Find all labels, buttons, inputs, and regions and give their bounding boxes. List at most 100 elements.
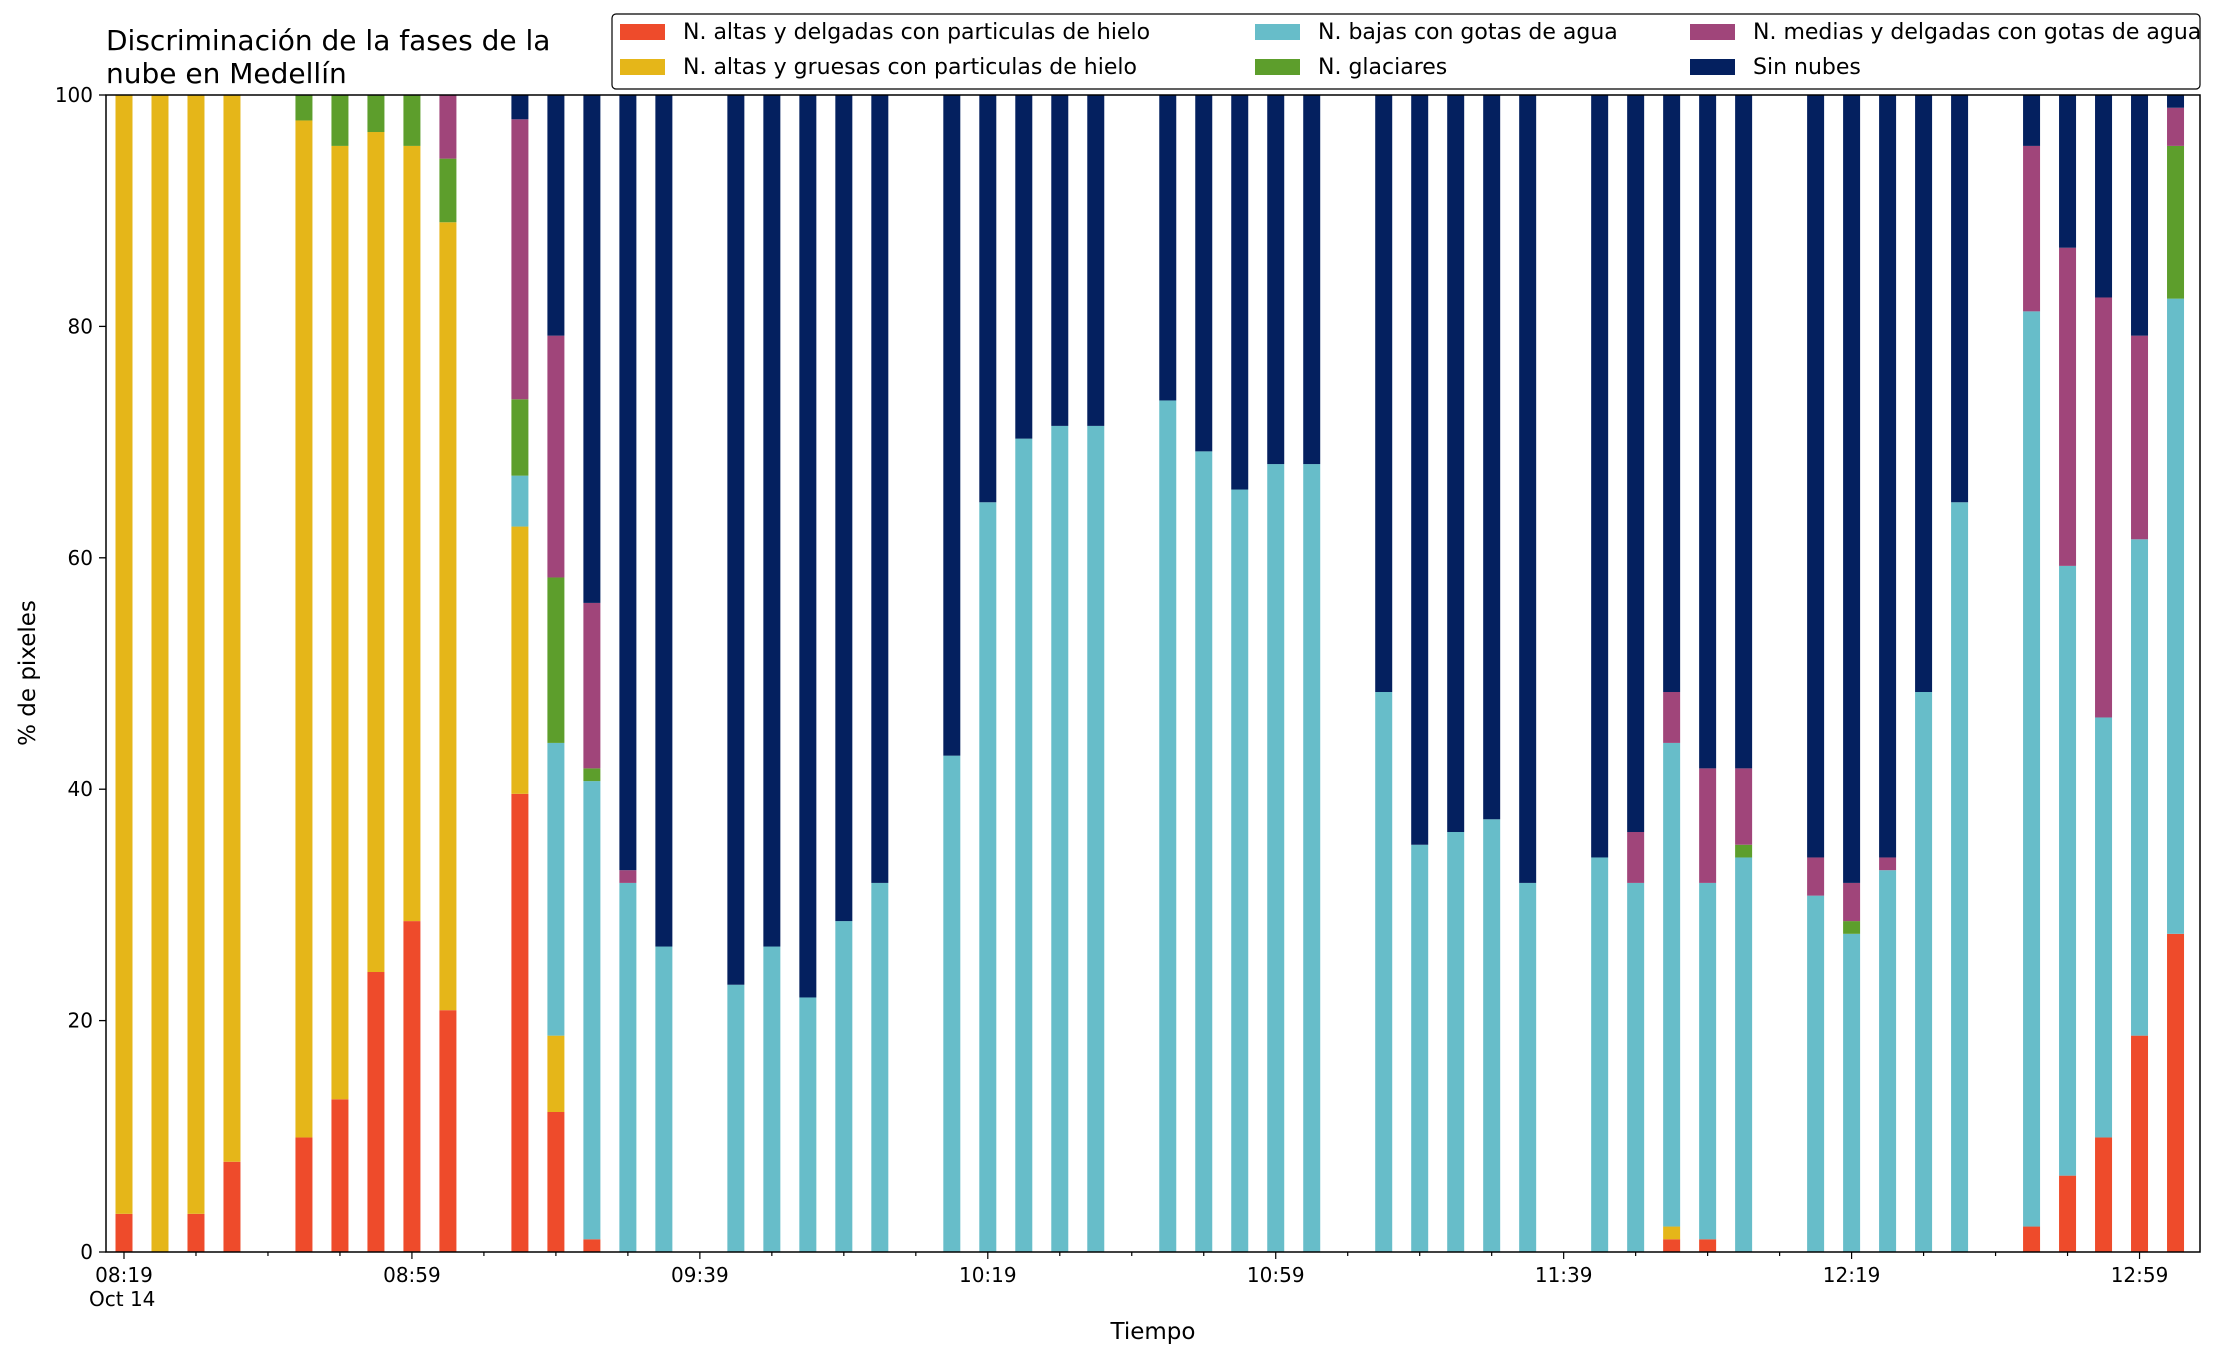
bar-segment-39-4	[1807, 857, 1825, 896]
bar-segment-12-4	[619, 870, 637, 883]
bar-segment-24-5	[1159, 95, 1177, 401]
bar-segment-11-4	[583, 602, 601, 769]
legend-label-4: N. medias y delgadas con gotas de agua	[1753, 20, 2201, 45]
x-tick-label: 08:59	[383, 1263, 441, 1287]
bar-segment-7-3	[403, 95, 421, 146]
bar-segment-39-5	[1807, 95, 1825, 858]
bar-segment-5-3	[331, 95, 349, 146]
bar-segment-10-0	[547, 1112, 565, 1252]
bar-segment-38-2	[1735, 857, 1753, 1252]
legend-label-3: N. glaciares	[1318, 55, 1447, 80]
legend-swatch-4	[1690, 24, 1735, 40]
legend-box	[611, 13, 2201, 90]
bar-segment-22-5	[1051, 95, 1069, 426]
bar-segment-11-0	[583, 1239, 601, 1252]
x-axis-title: Tiempo	[1110, 1319, 1196, 1345]
bar-segment-11-3	[583, 768, 601, 782]
bar-segment-48-3	[2167, 145, 2185, 299]
bar-segment-9-2	[511, 475, 529, 527]
bar-segment-28-2	[1303, 464, 1321, 1253]
bar-segment-28-5	[1303, 95, 1321, 465]
legend-swatch-1	[620, 59, 665, 75]
bar-segment-39-2	[1807, 895, 1825, 1252]
bar-segment-45-0	[2059, 1175, 2077, 1252]
bar-segment-14-2	[727, 984, 745, 1252]
chart-title-line-1: Discriminación de la fases de la	[106, 24, 550, 57]
x-axis-date-label: Oct 14	[89, 1287, 155, 1311]
bar-segment-45-2	[2059, 565, 2077, 1176]
bar-segment-33-2	[1519, 882, 1537, 1252]
bar-segment-35-5	[1627, 95, 1645, 833]
bar-segment-31-5	[1447, 95, 1465, 833]
legend-swatch-0	[620, 24, 665, 40]
bar-segment-21-5	[1015, 95, 1033, 439]
bar-segment-12-5	[619, 95, 637, 871]
bar-segment-12-2	[619, 882, 637, 1252]
bar-segment-23-2	[1087, 425, 1105, 1252]
x-tick-label: 09:39	[671, 1263, 729, 1287]
y-axis-title: % de pixeles	[15, 600, 41, 746]
bar-segment-30-2	[1411, 844, 1429, 1252]
bar-segment-10-5	[547, 95, 565, 336]
bar-segment-25-2	[1195, 451, 1213, 1252]
bar-segment-8-3	[439, 158, 457, 223]
bar-segment-37-5	[1699, 95, 1717, 769]
bar-segment-42-5	[1915, 95, 1933, 693]
bar-segment-1-1	[151, 95, 169, 1252]
bar-segment-8-1	[439, 222, 457, 1011]
bar-segment-4-3	[295, 95, 313, 121]
bar-segment-36-4	[1663, 692, 1681, 743]
bar-segment-42-2	[1915, 692, 1933, 1252]
bar-segment-24-2	[1159, 400, 1177, 1252]
bar-segment-5-0	[331, 1099, 349, 1252]
bar-segment-5-1	[331, 145, 349, 1100]
bar-segment-9-5	[511, 95, 529, 120]
bar-segment-15-5	[763, 95, 781, 947]
bar-segment-48-5	[2167, 95, 2185, 108]
bar-segment-23-5	[1087, 95, 1105, 426]
bar-segment-29-2	[1375, 692, 1393, 1252]
bar-segment-36-0	[1663, 1239, 1681, 1252]
bar-segment-46-5	[2095, 95, 2113, 298]
bar-segment-17-5	[835, 95, 853, 922]
bar-segment-41-2	[1879, 870, 1897, 1252]
bar-segment-40-2	[1843, 933, 1861, 1252]
bar-segment-0-0	[115, 1213, 133, 1252]
plot-frame	[105, 94, 2201, 1253]
bar-segment-33-5	[1519, 95, 1537, 883]
x-tick-label: 12:19	[1823, 1263, 1881, 1287]
bar-segment-46-2	[2095, 717, 2113, 1138]
bar-segment-10-2	[547, 742, 565, 1036]
bar-segment-18-2	[871, 882, 889, 1252]
bar-segment-14-5	[727, 95, 745, 985]
bar-segment-6-3	[367, 95, 385, 133]
bar-segment-38-3	[1735, 844, 1753, 858]
bar-segment-37-4	[1699, 768, 1717, 883]
bar-segment-35-4	[1627, 832, 1645, 883]
bar-segment-26-5	[1231, 95, 1249, 490]
bar-segment-48-0	[2167, 933, 2185, 1252]
bar-segment-44-4	[2023, 145, 2041, 312]
bar-segment-47-5	[2131, 95, 2149, 336]
bar-segment-2-1	[187, 95, 205, 1214]
y-tick-label: 0	[80, 1240, 93, 1264]
bar-segment-48-2	[2167, 298, 2185, 934]
bar-segment-9-4	[511, 119, 529, 400]
bar-segment-6-0	[367, 972, 385, 1252]
bar-segment-19-2	[943, 755, 961, 1252]
legend-swatch-5	[1690, 59, 1735, 75]
bar-segment-44-2	[2023, 311, 2041, 1227]
bar-segment-47-2	[2131, 539, 2149, 1036]
bar-segment-34-2	[1591, 857, 1609, 1252]
bar-segment-34-5	[1591, 95, 1609, 858]
bar-segment-9-0	[511, 793, 529, 1252]
bar-segment-4-1	[295, 120, 313, 1138]
bar-segment-20-2	[979, 502, 997, 1252]
bar-segment-47-4	[2131, 335, 2149, 540]
bar-segment-29-5	[1375, 95, 1393, 693]
legend-swatch-3	[1255, 59, 1300, 75]
legend: N. altas y delgadas con particulas de hi…	[611, 13, 2201, 90]
bar-segment-3-0	[223, 1161, 241, 1252]
bar-segment-36-1	[1663, 1226, 1681, 1240]
